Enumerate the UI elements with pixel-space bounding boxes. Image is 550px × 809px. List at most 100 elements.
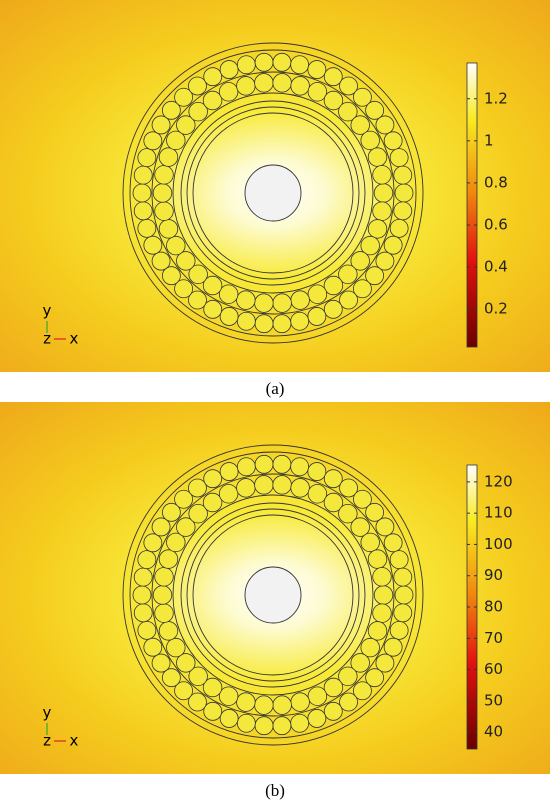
wire (176, 653, 196, 673)
insulation-ring (186, 508, 360, 682)
wire (353, 87, 372, 107)
wire (158, 147, 179, 167)
wire (290, 692, 310, 712)
wire (389, 148, 409, 168)
wire (143, 533, 163, 553)
wire (339, 290, 358, 310)
wire (339, 478, 358, 498)
wire (203, 469, 223, 489)
wire (154, 165, 174, 185)
colorbar-label: 80 (484, 598, 503, 616)
inner-ring (172, 92, 374, 294)
inner-ring (172, 494, 374, 696)
caption: (b) (265, 781, 285, 800)
wire (158, 219, 179, 239)
wire (367, 147, 388, 167)
wire (323, 469, 343, 489)
wire (307, 484, 328, 504)
core (244, 164, 302, 222)
wire (218, 284, 239, 304)
triad-label: x (70, 330, 79, 348)
wire (365, 100, 385, 120)
wire (154, 201, 174, 221)
colorbar-label: 1 (484, 131, 494, 149)
wire (143, 637, 163, 657)
wire (389, 550, 409, 570)
wire (350, 653, 370, 673)
wire (236, 478, 256, 498)
wire (290, 478, 310, 498)
wire (236, 311, 256, 331)
sheath-ring (129, 451, 417, 739)
insulation-ring (186, 106, 360, 280)
wire (152, 585, 173, 605)
wire (254, 52, 274, 72)
wire (383, 131, 403, 151)
wire (323, 299, 343, 319)
wire (350, 115, 370, 135)
wire (151, 517, 171, 537)
wire (137, 218, 157, 238)
wire (272, 716, 292, 736)
wire (338, 666, 358, 686)
wire (236, 692, 256, 712)
wire (143, 235, 163, 255)
wire (394, 183, 414, 203)
wire (174, 489, 193, 509)
colorbar-label: 1.2 (484, 89, 508, 107)
insulation-ring (180, 100, 366, 286)
wire (188, 264, 208, 284)
wire (375, 115, 395, 135)
outer-sheath (122, 444, 424, 746)
wire (254, 475, 274, 495)
wire (372, 603, 392, 623)
wire (202, 275, 223, 296)
wire (372, 567, 392, 587)
wire (161, 266, 181, 286)
wire (389, 218, 409, 238)
wire (338, 264, 358, 284)
wire (375, 653, 395, 673)
wire (389, 620, 409, 640)
wire (365, 266, 385, 286)
colorbar-label: 50 (484, 691, 503, 709)
wire (290, 76, 310, 96)
triad-label: z (43, 732, 51, 750)
colorbar-label: 100 (484, 535, 513, 553)
wire (236, 76, 256, 96)
wire (132, 183, 152, 203)
wire (161, 100, 181, 120)
wire (203, 67, 223, 87)
wire (365, 502, 385, 522)
wire (176, 251, 196, 271)
caption: (a) (266, 379, 285, 398)
wire (307, 60, 327, 79)
wire (323, 701, 343, 721)
wire (272, 475, 292, 495)
triad-label: z (43, 330, 51, 348)
wire (166, 235, 186, 256)
wire (154, 603, 174, 623)
outer-sheath (122, 42, 424, 344)
wire (350, 251, 370, 271)
wire (219, 60, 239, 79)
wire (290, 290, 310, 310)
wire (143, 131, 163, 151)
wire (202, 90, 223, 111)
wire (133, 165, 153, 185)
wire (133, 567, 153, 587)
conductor-ring (192, 514, 354, 676)
wire (360, 130, 380, 151)
wire (360, 532, 380, 553)
wire (393, 603, 413, 623)
wire (166, 532, 186, 553)
wire (353, 489, 372, 509)
wire (290, 457, 310, 477)
wire (254, 314, 274, 334)
wire (367, 219, 388, 239)
wire (365, 668, 385, 688)
wire (254, 695, 274, 715)
wire (373, 183, 394, 203)
